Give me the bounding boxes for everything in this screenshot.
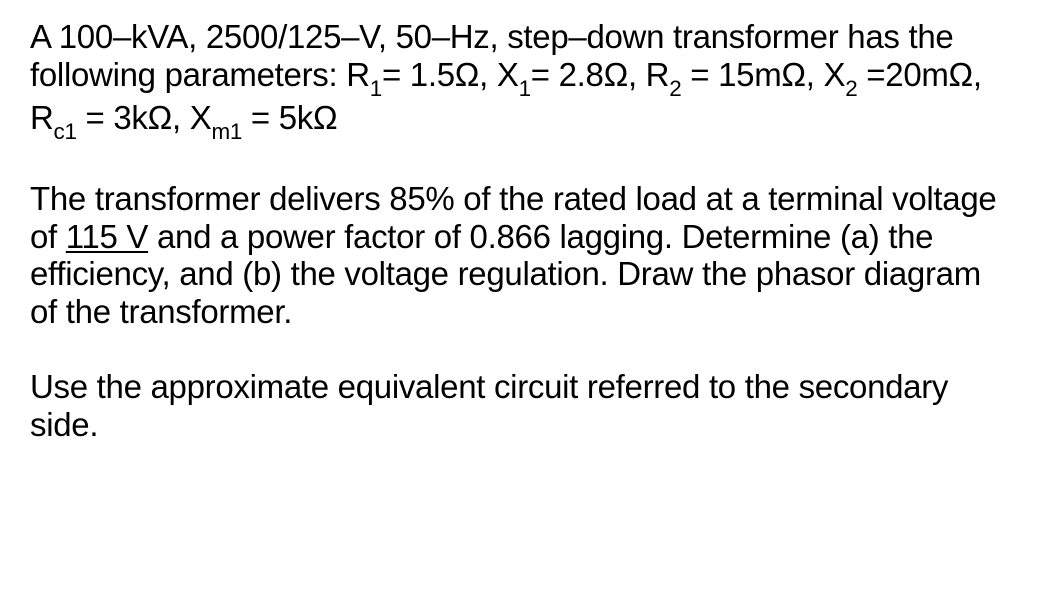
text-segment: Use the approximate equivalent circuit r…	[30, 368, 948, 443]
underlined-value: 115 V	[66, 218, 148, 255]
text-segment: = 3kΩ, X	[77, 99, 212, 136]
text-segment: and a power factor of 0.866 lagging. Det…	[30, 218, 981, 330]
problem-paragraph-2: The transformer delivers 85% of the rate…	[30, 180, 1010, 330]
subscript: 1	[519, 76, 531, 101]
subscript: 2	[845, 76, 857, 101]
text-segment: = 1.5Ω, X	[382, 56, 519, 93]
problem-paragraph-3: Use the approximate equivalent circuit r…	[30, 368, 1010, 443]
text-segment: = 5kΩ	[242, 99, 337, 136]
subscript: c1	[54, 119, 77, 144]
subscript: 1	[370, 76, 382, 101]
subscript: m1	[211, 119, 242, 144]
text-segment: = 2.8Ω, R	[531, 56, 669, 93]
subscript: 2	[669, 76, 681, 101]
problem-paragraph-1: A 100–kVA, 2500/125–V, 50–Hz, step–down …	[30, 18, 1010, 142]
text-segment: = 15mΩ, X	[681, 56, 845, 93]
